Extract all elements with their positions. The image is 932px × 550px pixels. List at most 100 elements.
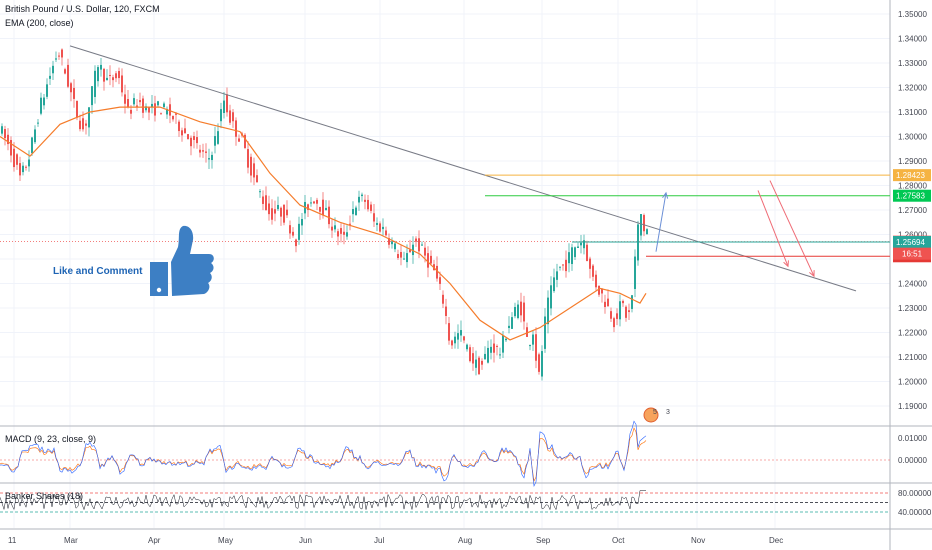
candle-body bbox=[214, 136, 216, 146]
candle-body bbox=[31, 137, 33, 154]
candle-body bbox=[553, 277, 555, 292]
event-badge-icon bbox=[643, 407, 659, 423]
like-and-comment-text: Like and Comment bbox=[53, 266, 143, 277]
candle-body bbox=[616, 313, 618, 319]
candle-body bbox=[169, 104, 171, 116]
price-tick-label: 1.34000 bbox=[898, 35, 927, 44]
candle-body bbox=[130, 109, 132, 114]
price-tick-label: 1.19000 bbox=[898, 402, 927, 411]
countdown-text: 16:51 bbox=[902, 250, 923, 259]
candle-body bbox=[274, 209, 276, 214]
candle-body bbox=[436, 265, 438, 279]
candle-body bbox=[253, 163, 255, 178]
banker-title[interactable]: Banker Shares (18) bbox=[5, 491, 84, 501]
candle-body bbox=[91, 86, 93, 106]
candle-body bbox=[250, 156, 252, 176]
candle-body bbox=[349, 223, 351, 225]
price-tick-label: 1.29000 bbox=[898, 157, 927, 166]
candle-body bbox=[499, 354, 501, 356]
forecast-arrow bbox=[769, 180, 815, 277]
macd-pane[interactable] bbox=[0, 420, 890, 488]
price-tick-label: 1.27000 bbox=[898, 206, 927, 215]
candle-body bbox=[283, 204, 285, 223]
candle-body bbox=[13, 148, 15, 168]
candle-body bbox=[397, 254, 399, 258]
candle-body bbox=[337, 231, 339, 237]
candle-body bbox=[448, 323, 450, 341]
candle-body bbox=[619, 301, 621, 320]
candle-body bbox=[538, 354, 540, 372]
time-axis[interactable]: 11 Mar Apr May Jun Jul Aug Sep Oct Nov Dec bbox=[8, 536, 783, 545]
candle-body bbox=[469, 347, 471, 362]
candle-body bbox=[607, 298, 609, 307]
candle-body bbox=[322, 199, 324, 216]
candle-body bbox=[355, 207, 357, 216]
macd-tick-label: 0.00000 bbox=[898, 456, 927, 465]
price-label-text: 1.25694 bbox=[896, 238, 925, 247]
candle-body bbox=[25, 166, 27, 168]
candle-body bbox=[640, 214, 642, 236]
candle-body bbox=[439, 277, 441, 284]
candle-body bbox=[475, 359, 477, 368]
candle-body bbox=[514, 306, 516, 317]
candle-body bbox=[289, 225, 291, 234]
candle-body bbox=[565, 259, 567, 272]
symbol-title[interactable]: British Pound / U.S. Dollar, 120, FXCM bbox=[5, 4, 160, 14]
ema-indicator-label[interactable]: EMA (200, close) bbox=[5, 18, 74, 28]
candle-body bbox=[589, 258, 591, 269]
candle-body bbox=[22, 165, 24, 173]
candle-body bbox=[358, 196, 360, 203]
candle-body bbox=[301, 218, 303, 226]
candle-body bbox=[400, 252, 402, 258]
candle-body bbox=[160, 113, 162, 115]
event-badge-count: 3 bbox=[666, 409, 670, 416]
candle-body bbox=[373, 213, 375, 222]
candle-body bbox=[157, 101, 159, 106]
candle-body bbox=[352, 209, 354, 215]
candle-body bbox=[70, 83, 72, 93]
candle-body bbox=[148, 107, 150, 113]
candle-body bbox=[478, 357, 480, 375]
candle-body bbox=[40, 97, 42, 114]
candle-body bbox=[259, 191, 261, 193]
candle-body bbox=[502, 335, 504, 353]
macd-title[interactable]: MACD (9, 23, close, 9) bbox=[5, 434, 97, 444]
candle-body bbox=[76, 100, 78, 118]
candle-body bbox=[43, 97, 45, 106]
banker-pane[interactable] bbox=[0, 490, 890, 513]
candle-body bbox=[235, 120, 237, 137]
candle-body bbox=[187, 134, 189, 140]
candle-body bbox=[196, 137, 198, 144]
candle-body bbox=[100, 64, 102, 70]
candle-body bbox=[568, 252, 570, 264]
candle-body bbox=[205, 151, 207, 153]
price-tick-label: 1.22000 bbox=[898, 329, 927, 338]
candle-body bbox=[145, 106, 147, 111]
candle-body bbox=[7, 134, 9, 145]
trendline bbox=[69, 45, 857, 292]
candle-body bbox=[4, 129, 6, 139]
candle-body bbox=[412, 244, 414, 256]
candle-body bbox=[586, 244, 588, 261]
candle-body bbox=[280, 207, 282, 217]
time-tick-label: Jul bbox=[374, 536, 384, 545]
price-tick-label: 1.24000 bbox=[898, 280, 927, 289]
candle-body bbox=[115, 73, 117, 79]
candle-body bbox=[517, 304, 519, 319]
candle-body bbox=[139, 100, 141, 103]
candle-body bbox=[265, 195, 267, 211]
candle-body bbox=[103, 68, 105, 82]
time-tick-label: Apr bbox=[148, 536, 161, 545]
candle-body bbox=[544, 316, 546, 349]
candle-body bbox=[229, 110, 231, 123]
candle-body bbox=[244, 134, 246, 149]
candle-body bbox=[109, 75, 111, 77]
price-axis[interactable]: 1.35000 1.34000 1.33000 1.32000 1.31000 1.300… bbox=[893, 10, 932, 517]
candle-body bbox=[310, 202, 312, 204]
candle-body bbox=[97, 67, 99, 82]
candle-body bbox=[247, 149, 249, 168]
price-label-badge bbox=[893, 169, 931, 182]
candle-body bbox=[562, 264, 564, 266]
